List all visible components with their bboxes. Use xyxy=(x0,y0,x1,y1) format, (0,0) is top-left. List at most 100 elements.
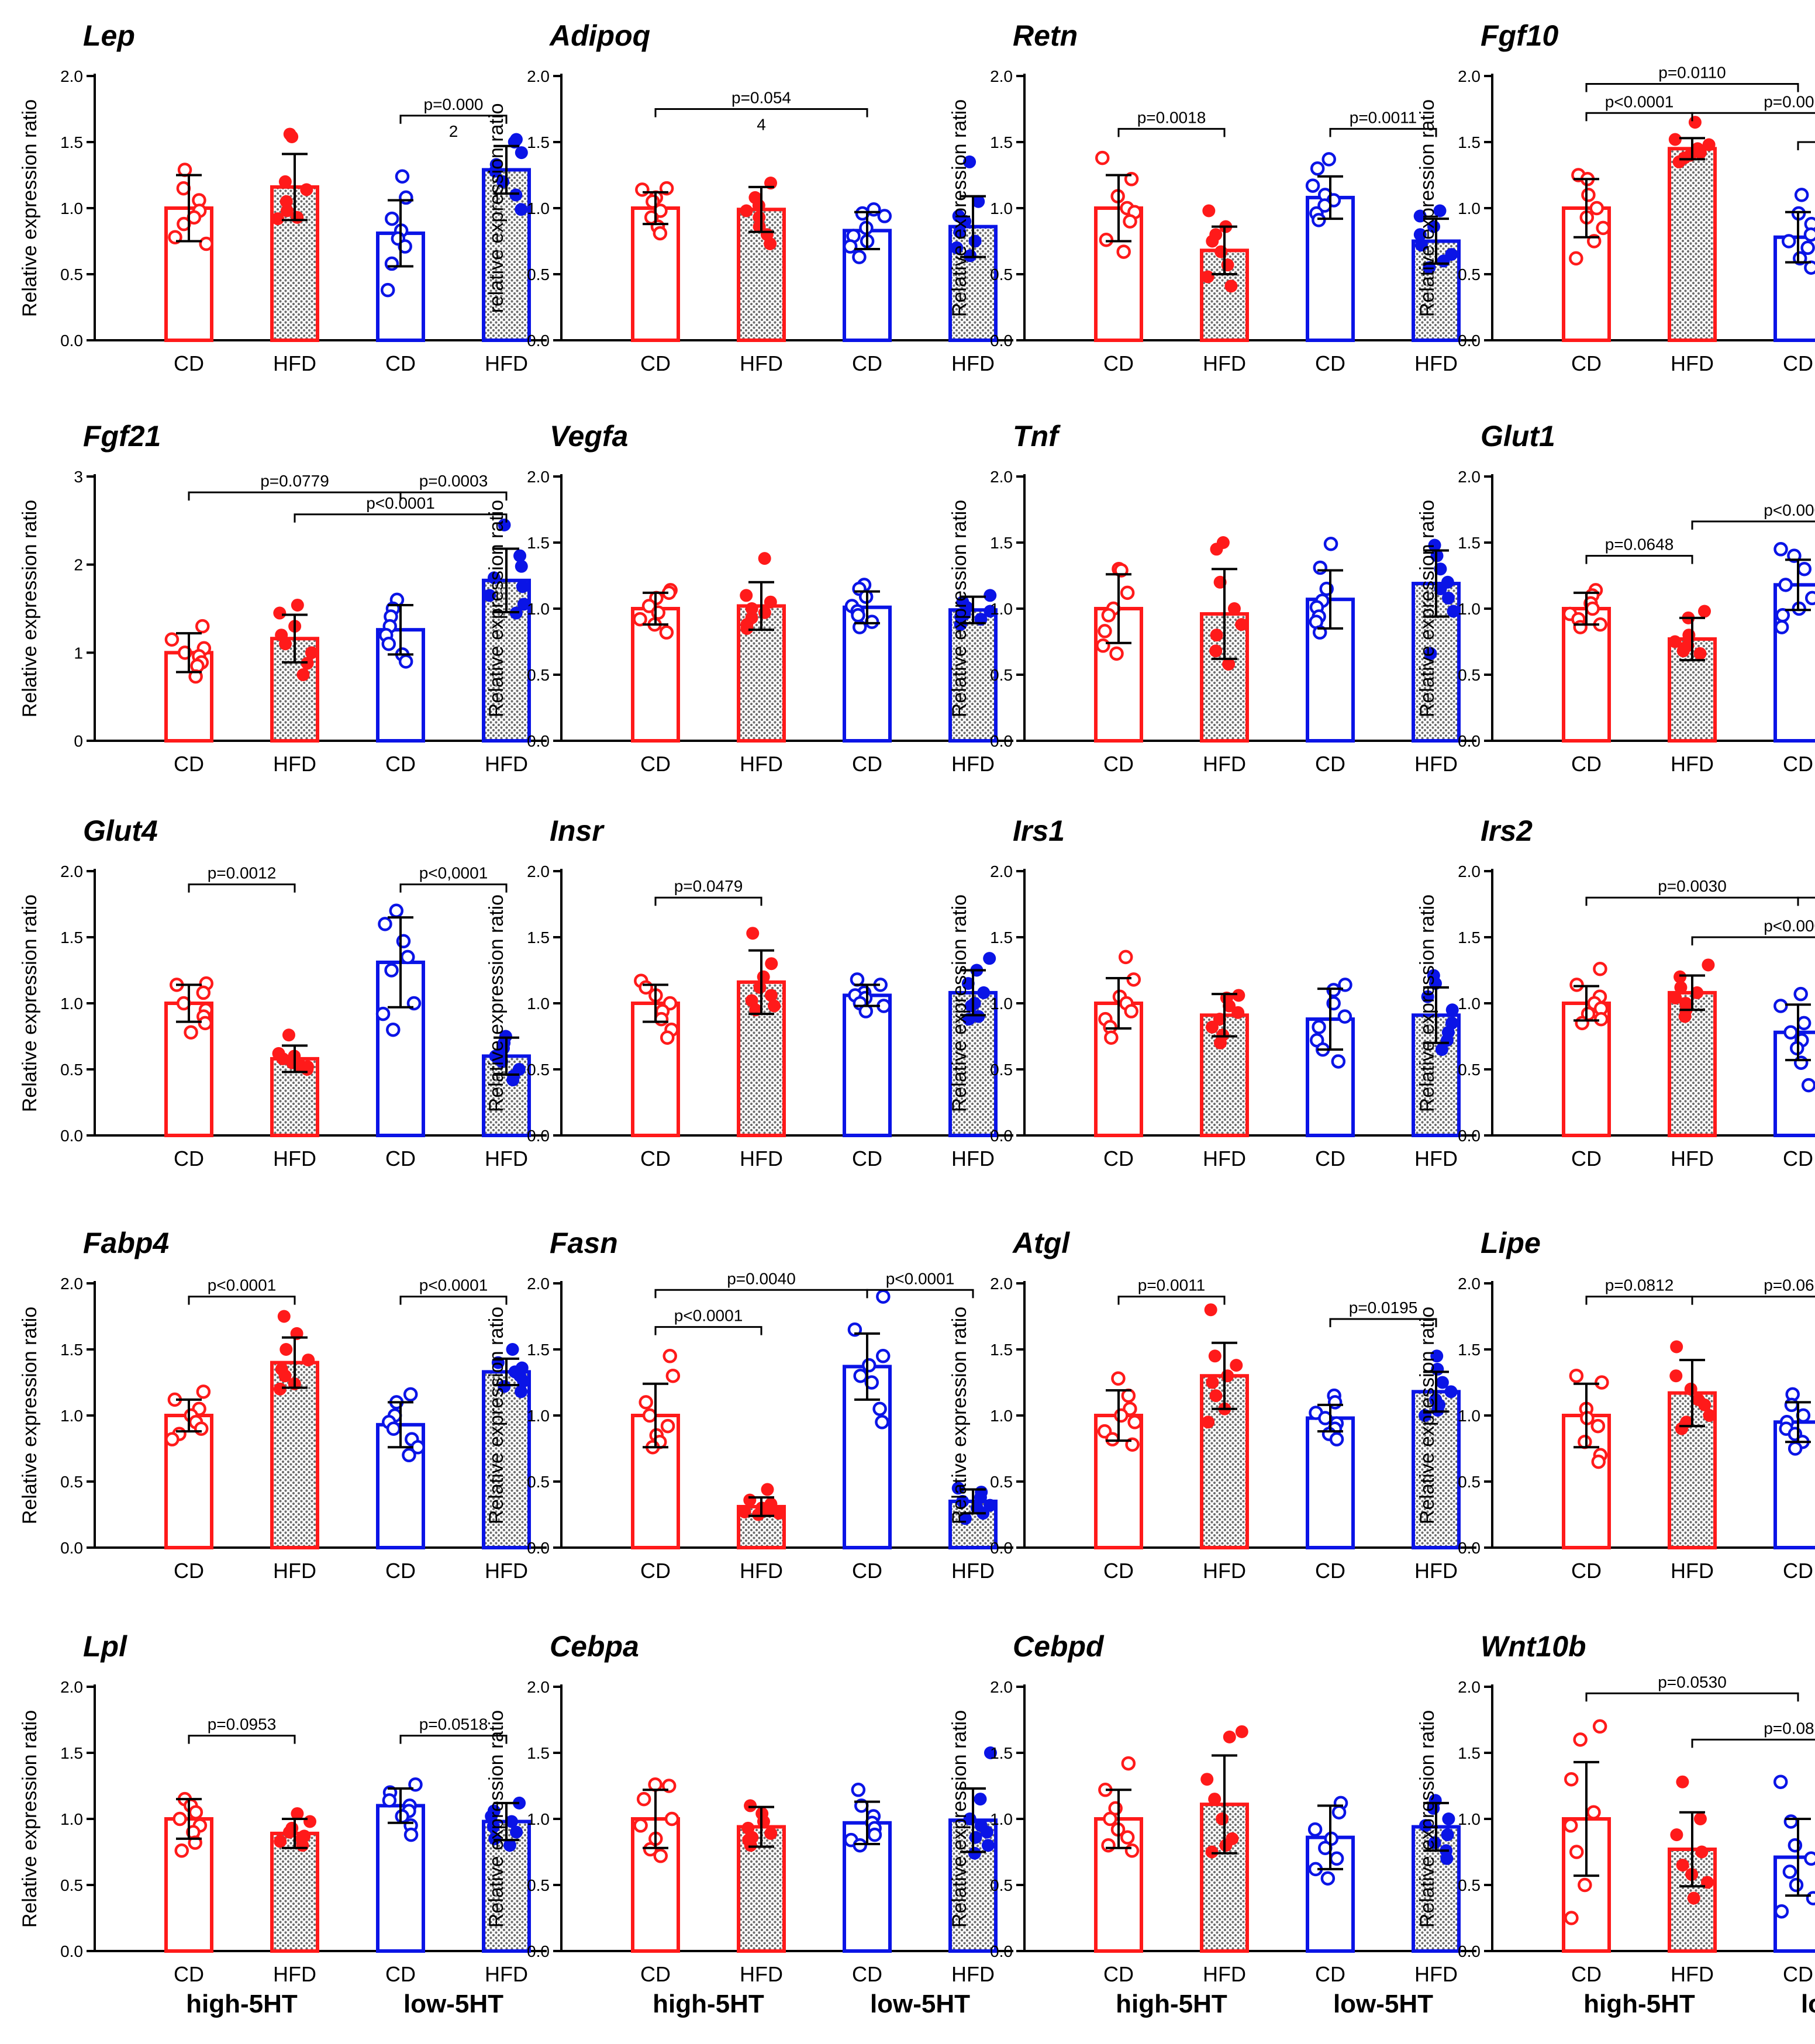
data-point xyxy=(1585,601,1600,616)
significance-bracket xyxy=(188,883,296,893)
data-point xyxy=(740,622,754,635)
data-point xyxy=(1781,234,1796,248)
chart-title: Cebpd xyxy=(1013,1630,1105,1663)
data-point xyxy=(516,580,529,593)
data-point xyxy=(196,1384,211,1399)
data-point xyxy=(1219,1839,1233,1852)
y-tick-label: 0.5 xyxy=(60,1061,83,1079)
data-point xyxy=(1436,1376,1449,1389)
x-tick-label: CD xyxy=(1783,1559,1813,1583)
p-value-label: p<0.0001 xyxy=(1605,92,1674,111)
data-point xyxy=(1204,1303,1217,1317)
data-point xyxy=(517,1375,530,1388)
x-tick-label: CD xyxy=(640,1559,671,1583)
chart-title: Cebpa xyxy=(550,1630,639,1663)
p-value-label: p<0.0001 xyxy=(419,1276,488,1294)
data-point xyxy=(633,1818,648,1833)
chart-atgl: Atgl 0.0 0.5 1.0 1.5 2.0 Relative expression r… xyxy=(948,1227,1476,1583)
x-tick-label: CD xyxy=(1783,351,1813,375)
data-point xyxy=(1231,1006,1245,1019)
y-tick-label: 1.0 xyxy=(1458,1810,1481,1828)
data-point xyxy=(648,1777,662,1792)
significance-bracket xyxy=(1691,520,1815,530)
data-point xyxy=(654,1011,669,1027)
chart-title: Retn xyxy=(1013,19,1078,52)
y-tick-label: 1.0 xyxy=(527,1407,550,1425)
y-tick-label: 0.0 xyxy=(990,1942,1013,1960)
y-tick-label: 1.5 xyxy=(527,1744,550,1762)
x-tick-label: CD xyxy=(1315,1962,1345,1986)
x-tick-label: HFD xyxy=(1203,1147,1246,1171)
chart-title: Fabp4 xyxy=(83,1227,169,1259)
data-point xyxy=(1693,647,1707,660)
p-value-label-wrap: 2 xyxy=(449,122,458,140)
group-label-high-5ht: high-5HT xyxy=(653,1990,764,2018)
data-point xyxy=(1114,1408,1129,1423)
x-tick-label: CD xyxy=(852,1559,882,1583)
data-point xyxy=(1331,1805,1347,1819)
x-tick-label: CD xyxy=(1571,1147,1602,1171)
y-tick-label: 0.5 xyxy=(527,1061,550,1079)
x-tick-label: CD xyxy=(385,351,416,375)
data-point xyxy=(282,1825,296,1839)
data-point xyxy=(1209,1389,1223,1403)
data-point xyxy=(1205,1020,1219,1034)
significance-bracket xyxy=(1797,896,1815,906)
group-label-high-5ht: high-5HT xyxy=(186,1990,298,2018)
data-point xyxy=(1321,152,1336,167)
data-point xyxy=(280,1343,293,1356)
data-point xyxy=(1581,188,1596,202)
data-point xyxy=(961,977,975,990)
data-point xyxy=(764,237,777,251)
data-point xyxy=(1676,1859,1689,1872)
data-point xyxy=(864,1375,879,1390)
data-point xyxy=(639,1395,653,1410)
x-tick-label: CD xyxy=(385,1962,416,1986)
data-point xyxy=(1789,1877,1804,1893)
p-value-label: p=0.0657 xyxy=(1764,1276,1815,1294)
data-point xyxy=(172,1811,187,1827)
x-tick-label: CD xyxy=(174,752,204,776)
data-point xyxy=(1329,1851,1344,1866)
data-point xyxy=(951,1482,965,1495)
data-point xyxy=(386,1421,401,1436)
y-tick-label: 2.0 xyxy=(60,1678,83,1696)
significance-bracket xyxy=(1585,83,1799,92)
data-point xyxy=(1435,1043,1448,1056)
x-tick-label: HFD xyxy=(273,1147,316,1171)
data-point xyxy=(1223,1730,1236,1743)
y-tick-label: 0.5 xyxy=(1458,1061,1481,1079)
significance-bracket xyxy=(654,1326,762,1335)
y-tick-label: 1.0 xyxy=(1458,995,1481,1013)
y-tick-label: 1.5 xyxy=(990,928,1013,947)
data-point xyxy=(745,602,758,615)
p-value-label: p<0,0001 xyxy=(419,864,488,882)
y-tick-label: 1.0 xyxy=(990,1407,1013,1425)
data-point xyxy=(188,1805,203,1819)
chart-title: Lep xyxy=(83,19,135,52)
chart-retn: Retn 0.0 0.5 1.0 1.5 2.0 Relative expression r… xyxy=(948,19,1476,375)
data-point xyxy=(753,980,767,994)
y-tick-label: 1.5 xyxy=(60,133,83,151)
data-point xyxy=(861,1358,877,1373)
y-tick-label: 2.0 xyxy=(990,468,1013,486)
data-point xyxy=(1774,1904,1789,1919)
y-tick-label: 1.0 xyxy=(60,1407,83,1425)
chart-title: Tnf xyxy=(1013,420,1061,453)
data-point xyxy=(1224,279,1238,293)
data-point xyxy=(761,1483,774,1496)
data-point xyxy=(1111,1371,1126,1386)
data-point xyxy=(1569,978,1584,992)
x-tick-label: HFD xyxy=(1203,1962,1246,1986)
data-point xyxy=(851,608,865,623)
data-point xyxy=(1578,1877,1592,1893)
significance-bracket xyxy=(399,883,508,893)
data-point xyxy=(1208,1349,1221,1363)
data-point xyxy=(984,605,997,618)
group-label-high-5ht: high-5HT xyxy=(1583,1990,1695,2018)
data-point xyxy=(1305,178,1320,193)
y-tick-label: 0.0 xyxy=(527,332,550,350)
x-tick-label: CD xyxy=(1315,752,1345,776)
x-tick-label: CD xyxy=(852,351,882,375)
data-point xyxy=(954,618,967,631)
